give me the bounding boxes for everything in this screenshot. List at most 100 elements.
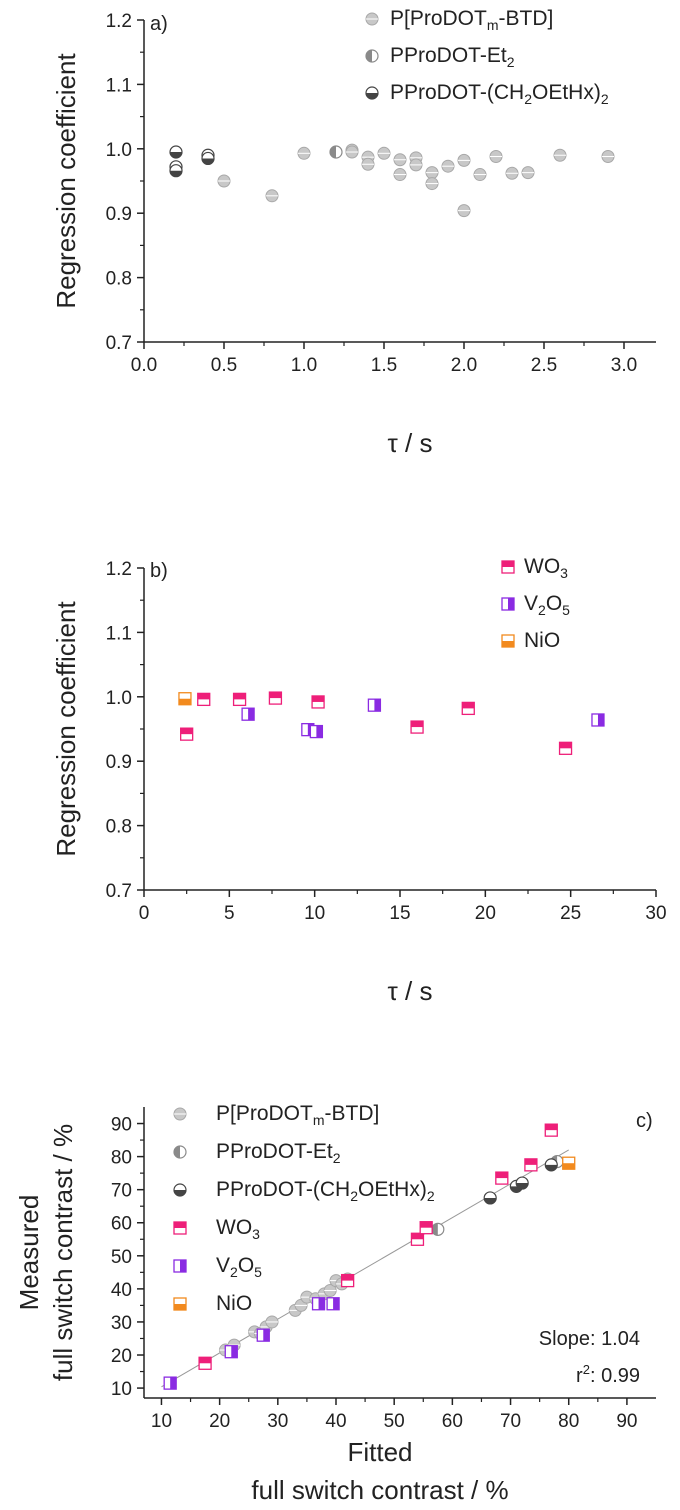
series-0 — [180, 691, 573, 755]
data-point — [309, 724, 324, 739]
legend-entry: P[ProDOTm-BTD] — [216, 1102, 379, 1128]
data-point — [311, 695, 325, 709]
legend-text-part: O — [238, 1254, 254, 1277]
data-point — [323, 1284, 337, 1298]
data-point — [224, 1345, 238, 1359]
data-point — [268, 691, 283, 705]
marker-fill — [174, 1222, 186, 1228]
legend-entry: P[ProDOTm-BTD] — [390, 7, 553, 33]
x-tick-label: 0.5 — [211, 355, 237, 376]
x-tick-label: 10 — [151, 1411, 172, 1432]
marker-fill — [180, 728, 193, 735]
data-point — [217, 174, 231, 188]
data-point — [425, 166, 439, 180]
legend-text-part: P[ProDOT — [216, 1102, 313, 1125]
y-tick-label: 30 — [111, 1313, 132, 1334]
data-point — [241, 707, 255, 721]
legend-entry: V2O5 — [216, 1254, 262, 1280]
series-1 — [431, 1154, 564, 1236]
legend-text-part: PProDOT-Et — [390, 44, 507, 67]
data-point — [410, 1232, 425, 1246]
panel-label: a) — [150, 13, 168, 35]
legend-marker — [501, 634, 515, 648]
chart-panel-c: 10 20 30 40 50 60 70 80 90 10 20 30 40 50 60 70 80 90 c) Me… — [14, 1102, 656, 1505]
series-3 — [198, 1123, 558, 1370]
data-point — [232, 692, 247, 707]
data-point — [441, 159, 455, 173]
marker-fill — [411, 1233, 424, 1240]
x-tick-label: 70 — [500, 1411, 521, 1432]
x-axis-title: τ / s — [388, 428, 433, 458]
marker-fill — [484, 1197, 497, 1204]
data-point — [410, 720, 424, 734]
data-point — [393, 168, 407, 182]
subscript-text: 2 — [601, 91, 609, 107]
y-tick-label: 40 — [111, 1280, 132, 1301]
subscript-text: 2 — [350, 1188, 358, 1204]
data-point — [265, 189, 279, 203]
legend-text-part: WO — [524, 555, 560, 578]
x-tick-label: 50 — [384, 1411, 405, 1432]
panel-label: b) — [150, 560, 168, 582]
x-tick-label: 2.5 — [531, 355, 557, 376]
y-tick-label: 0.7 — [106, 333, 132, 354]
marker-fill — [516, 1183, 529, 1190]
marker-fill — [420, 1221, 433, 1228]
y-tick-label: 50 — [111, 1247, 132, 1268]
y-axis-title: Regression coefficient — [51, 53, 81, 309]
y-tick-label: 1.1 — [106, 75, 132, 96]
data-point — [265, 1315, 279, 1329]
y-tick-label: 90 — [111, 1115, 132, 1136]
legend-entry: PProDOT-(CH2OEtHx)2 — [216, 1178, 435, 1204]
legend-entry: WO3 — [524, 555, 568, 581]
data-point — [297, 146, 311, 160]
marker-fill — [374, 699, 381, 712]
data-point — [169, 164, 183, 178]
data-point — [562, 1156, 576, 1170]
y-tick-label: 0.8 — [106, 817, 132, 838]
superscript-text: 2 — [583, 1362, 590, 1377]
r2-value: : 0.99 — [590, 1365, 640, 1387]
data-point — [544, 1158, 558, 1172]
subscript-text: 5 — [562, 602, 570, 618]
y-tick-label: 20 — [111, 1346, 132, 1367]
data-point — [483, 1191, 497, 1205]
legend-text-part: PProDOT-Et — [216, 1140, 333, 1163]
data-point — [425, 177, 439, 191]
x-axis-title-line-2: full switch contrast / % — [251, 1475, 508, 1505]
y-tick-label: 70 — [111, 1181, 132, 1202]
x-tick-label: 2.0 — [451, 355, 477, 376]
subscript-text: 2 — [230, 1264, 238, 1280]
y-tick-label: 1.0 — [106, 688, 132, 709]
y-axis-title-line-2: full switch contrast / % — [48, 1124, 78, 1381]
series-1 — [241, 698, 605, 739]
legend-entry: WO3 — [216, 1216, 260, 1242]
x-tick-label: 30 — [645, 903, 666, 924]
legend-entry: V2O5 — [524, 592, 570, 618]
legend-text-part: -BTD] — [499, 7, 554, 30]
x-tick-label: 0.0 — [131, 355, 157, 376]
marker-fill — [174, 1190, 186, 1196]
subscript-text: 3 — [560, 565, 568, 581]
legend-marker — [501, 597, 515, 611]
y-tick-label: 0.8 — [106, 269, 132, 290]
x-tick-label: 30 — [267, 1411, 288, 1432]
marker-fill — [199, 1357, 212, 1364]
marker-fill — [269, 692, 282, 699]
x-axis-title-line-1: Fitted — [347, 1437, 412, 1467]
marker-fill — [170, 152, 182, 159]
legend-text-part: P[ProDOT — [390, 7, 487, 30]
data-point — [198, 1356, 212, 1370]
legend-marker — [173, 1183, 187, 1197]
legend-marker — [501, 560, 515, 574]
marker-fill — [202, 158, 214, 165]
marker-fill — [366, 93, 378, 99]
data-point — [340, 1273, 355, 1288]
data-point — [591, 713, 605, 727]
legend-text-part: NiO — [216, 1292, 252, 1315]
marker-fill — [312, 695, 325, 702]
data-point — [489, 150, 503, 164]
y-tick-label: 60 — [111, 1214, 132, 1235]
data-point — [197, 692, 211, 707]
